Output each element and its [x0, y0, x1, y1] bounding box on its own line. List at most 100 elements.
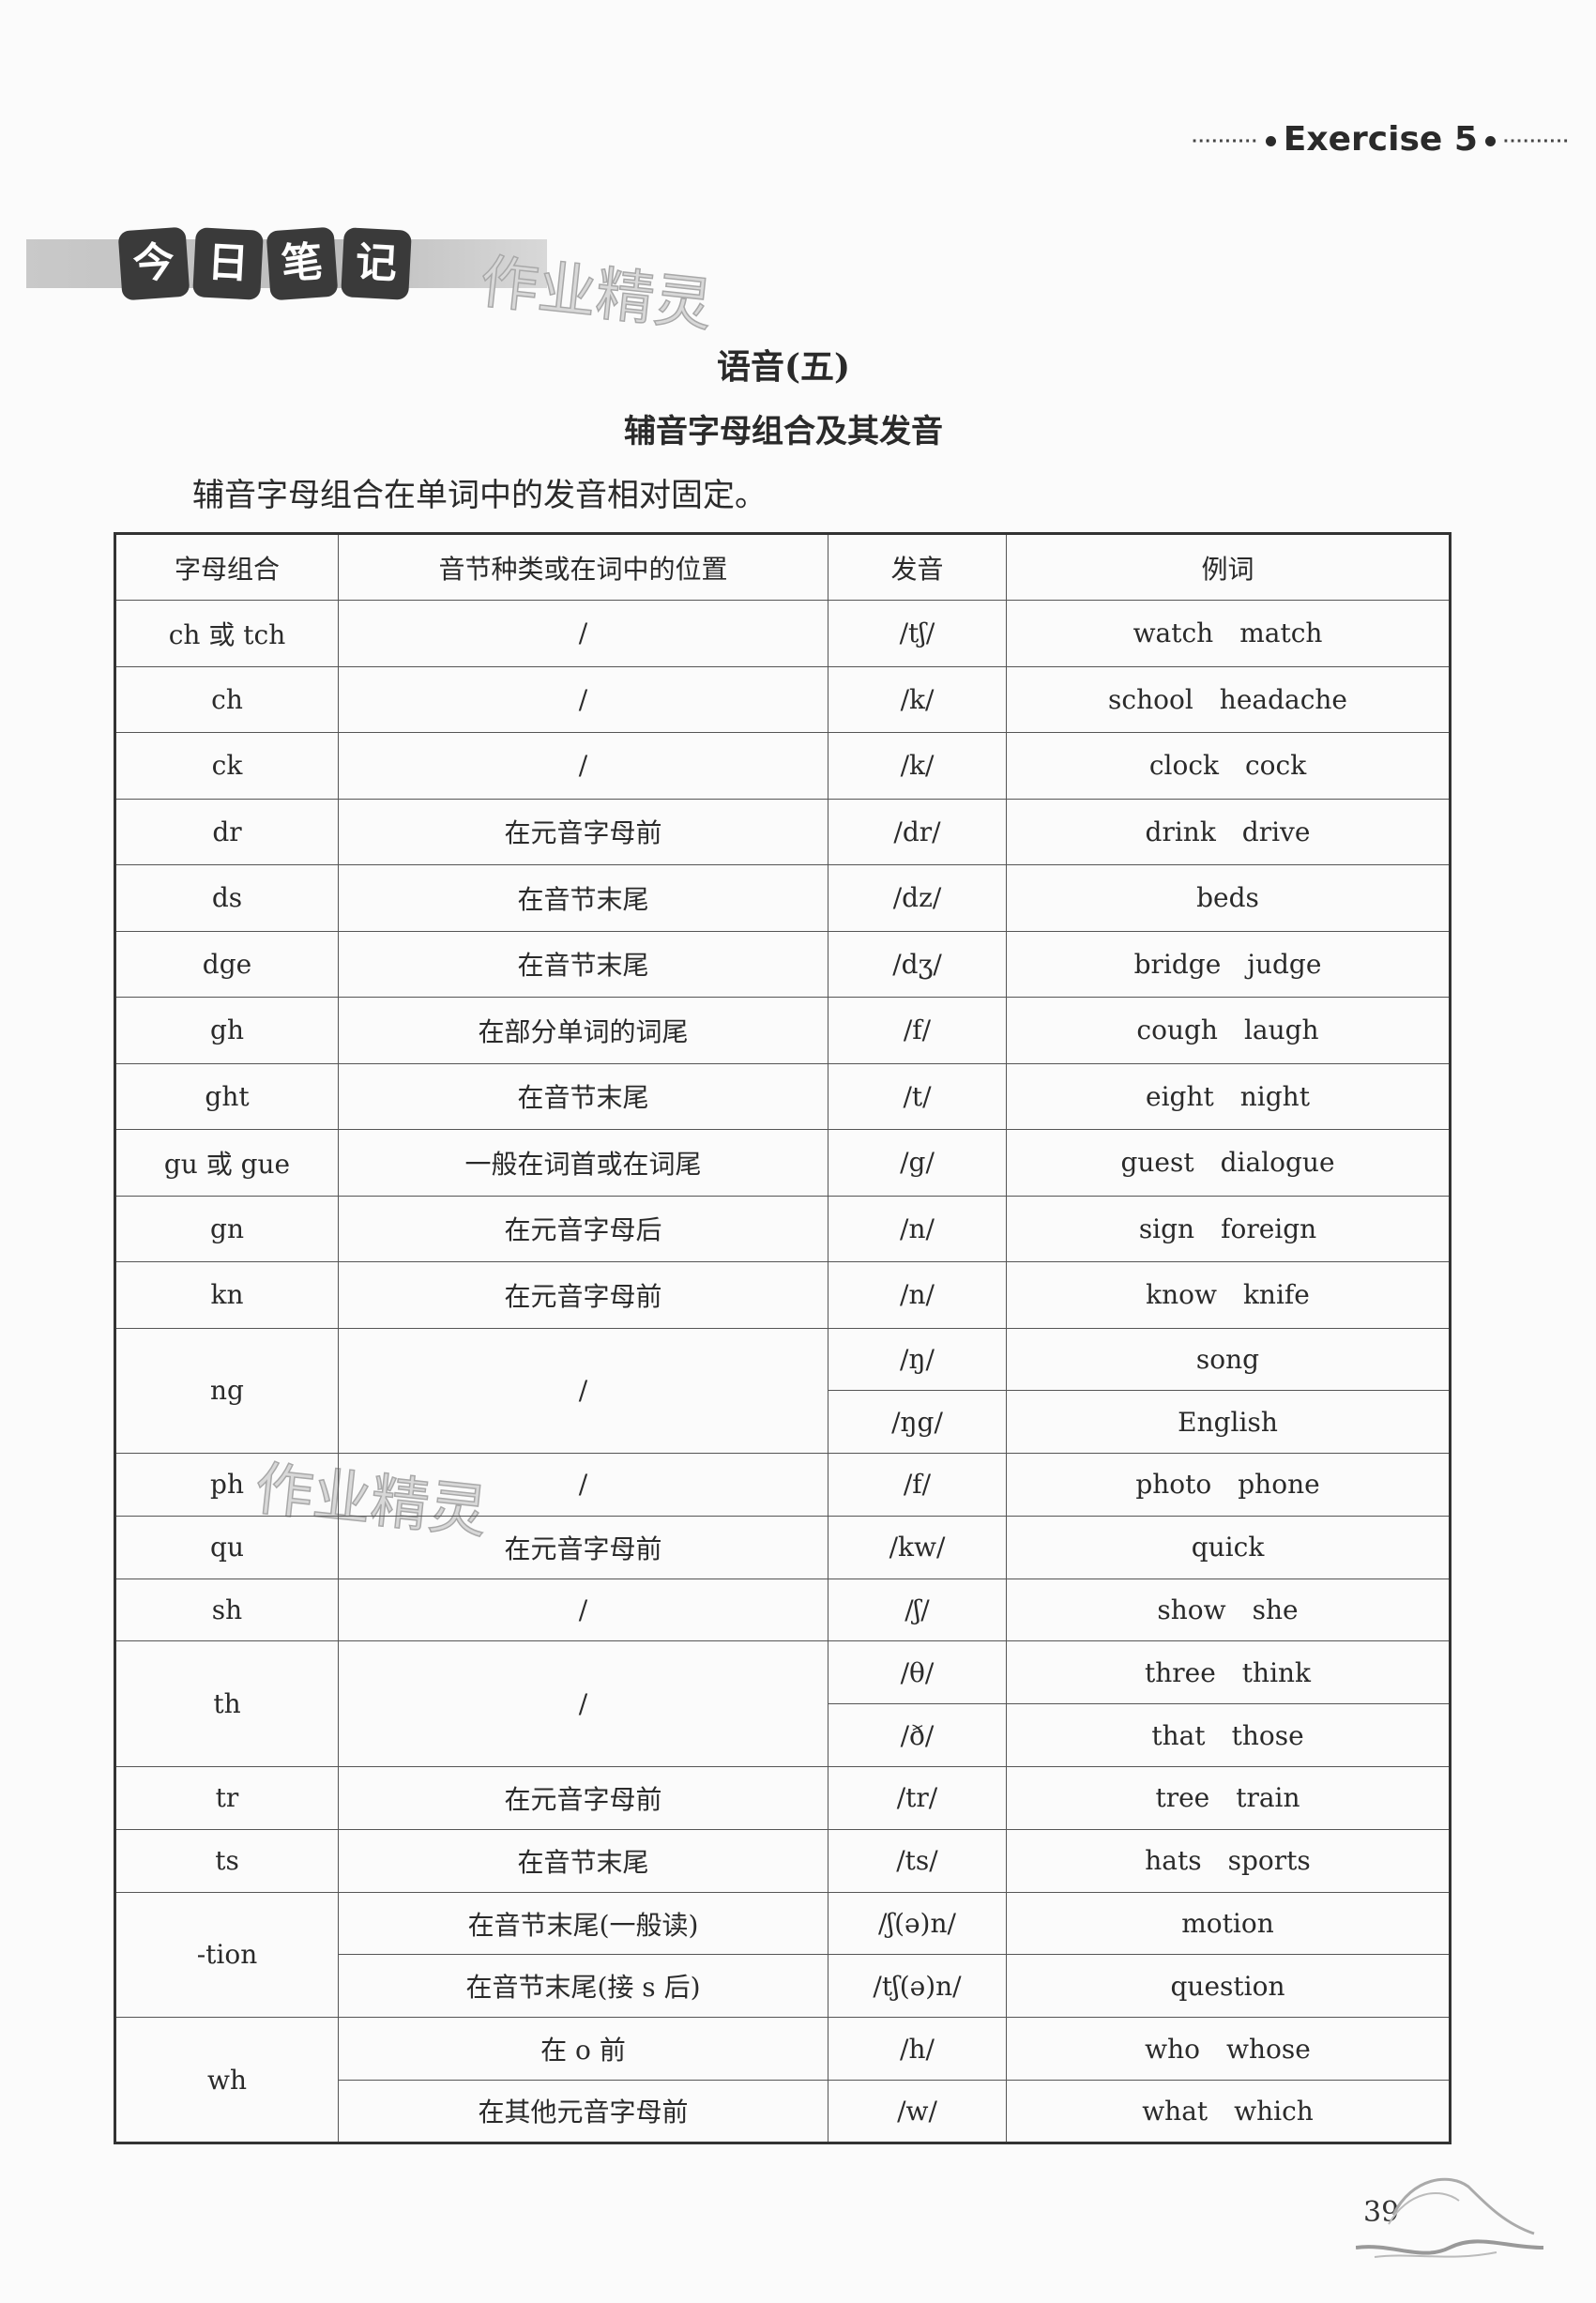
table-row: 在音节末尾(接 s 后)/tʃ(ə)n/question — [115, 1954, 1451, 2019]
badge-char: 笔 — [266, 226, 339, 301]
phonetic: /θ/ — [828, 1640, 1007, 1705]
letter-combination: ch — [114, 665, 339, 733]
position: 在其他元音字母前 — [338, 2080, 828, 2143]
letter-combination: ph — [114, 1453, 339, 1517]
position: 在元音字母前 — [338, 798, 828, 865]
section-title: 语音(五) — [716, 347, 851, 387]
table-row: tr 在元音字母前/tr/tree train — [114, 1766, 1451, 1830]
letter-combination: ght — [114, 1062, 339, 1130]
phonetic: /ʃ(ə)n/ — [828, 1891, 1007, 1956]
example-word: eight — [1146, 1080, 1214, 1112]
example-word: those — [1231, 1719, 1304, 1751]
decor-dots: ·········· — [1192, 131, 1258, 150]
position: 在元音字母前 — [338, 1515, 828, 1579]
example-word: motion — [1181, 1908, 1274, 1940]
example-word: knife — [1242, 1279, 1310, 1311]
table-row: gu 或 gue 一般在词首或在词尾/g/guest dialogue — [114, 1129, 1451, 1197]
example-word: who — [1145, 2033, 1201, 2065]
letter-combination: dr — [114, 798, 339, 865]
phonetic: /ts/ — [828, 1828, 1007, 1893]
example-words: know knife — [1006, 1261, 1451, 1329]
example-word: think — [1241, 1656, 1312, 1688]
phonetic: /f/ — [828, 997, 1007, 1064]
table-row: kn 在元音字母前/n/know knife — [114, 1261, 1451, 1329]
phonetic: /t/ — [828, 1062, 1007, 1130]
example-words: clock cock — [1006, 732, 1451, 800]
phonetic: /n/ — [828, 1261, 1007, 1329]
phonetic: /dʒ/ — [828, 930, 1007, 998]
bullet-icon — [1484, 135, 1496, 146]
example-word: school — [1108, 683, 1193, 715]
example-word: tree — [1155, 1782, 1210, 1814]
table-row: ng //ŋ/song — [114, 1327, 1451, 1455]
table-row: ds 在音节末尾/dz/beds — [114, 864, 1451, 932]
letter-combination: ng — [114, 1327, 339, 1455]
example-words: motion — [1006, 1891, 1451, 1956]
table-row: gh 在部分单词的词尾/f/cough laugh — [114, 997, 1451, 1064]
phonetic: /dz/ — [828, 864, 1007, 932]
wave-icon — [1356, 2177, 1543, 2258]
example-word: cough — [1136, 1014, 1218, 1046]
decor-dots: ·········· — [1502, 131, 1570, 150]
table-row: ph //f/photo phone — [114, 1453, 1451, 1517]
table-row: ch //k/school headache — [114, 665, 1451, 733]
example-word: cock — [1244, 750, 1307, 782]
position: / — [338, 665, 828, 733]
example-word: sports — [1227, 1845, 1311, 1877]
example-word: match — [1239, 618, 1323, 649]
position: 在 o 前 — [338, 2017, 828, 2082]
phonetic: /ŋ/ — [828, 1327, 1007, 1392]
example-word: bridge — [1133, 948, 1222, 980]
letter-combination: qu — [114, 1515, 339, 1579]
phonetic: /h/ — [828, 2017, 1007, 2082]
example-word: drive — [1241, 816, 1311, 847]
column-header: 发音 — [828, 533, 1007, 601]
example-word: show — [1157, 1594, 1226, 1626]
example-word: drink — [1145, 816, 1216, 847]
section-subtitle: 辅音字母组合及其发音 — [624, 413, 943, 450]
badge-char: 今 — [117, 226, 190, 301]
example-word: that — [1151, 1719, 1206, 1751]
table-row: th //θ/three think — [114, 1640, 1451, 1768]
table-header-row: 字母组合 音节种类或在词中的位置 发音 例词 — [114, 533, 1451, 601]
letter-combination: wh — [114, 2017, 339, 2143]
example-word: hats — [1145, 1845, 1202, 1877]
phonetic: /tr/ — [828, 1766, 1007, 1830]
example-words: beds — [1006, 864, 1451, 932]
table-row: ght 在音节末尾/t/eight night — [114, 1062, 1451, 1130]
example-words: three think — [1006, 1640, 1451, 1705]
example-words: English — [1006, 1390, 1451, 1455]
letter-combination: ch 或 tch — [114, 600, 339, 667]
example-words: that those — [1006, 1703, 1451, 1768]
consonant-table: 字母组合 音节种类或在词中的位置 发音 例词 ch 或 tch //tʃ/watch mat… — [114, 532, 1452, 2144]
example-words: hats sports — [1006, 1828, 1451, 1893]
position: / — [338, 732, 828, 800]
example-word: what — [1142, 2095, 1208, 2127]
letter-combination: tr — [114, 1766, 339, 1830]
letter-combination: kn — [114, 1261, 339, 1329]
example-word: headache — [1219, 683, 1347, 715]
table-row: dge 在音节末尾/dʒ/bridge judge — [114, 930, 1451, 998]
example-words: who whose — [1006, 2017, 1451, 2082]
example-word: clock — [1148, 750, 1219, 782]
phonetic: /ʃ/ — [828, 1578, 1007, 1642]
letter-combination: gu 或 gue — [114, 1129, 339, 1197]
phonetic: /ð/ — [828, 1703, 1007, 1768]
table-row: sh //ʃ/show she — [114, 1578, 1451, 1642]
position: 在元音字母后 — [338, 1195, 828, 1262]
phonetic: /tʃ(ə)n/ — [828, 1954, 1007, 2019]
example-word: question — [1170, 1970, 1285, 2002]
position: 在部分单词的词尾 — [338, 997, 828, 1064]
example-words: question — [1006, 1954, 1451, 2019]
example-words: watch match — [1006, 600, 1451, 667]
example-word: phone — [1238, 1469, 1320, 1501]
table-row: /ð/that those — [115, 1703, 1451, 1768]
example-word: watch — [1132, 618, 1214, 649]
letter-combination: gh — [114, 997, 339, 1064]
position: 在元音字母前 — [338, 1766, 828, 1830]
example-word: know — [1146, 1279, 1217, 1311]
letter-combination: ts — [114, 1828, 339, 1893]
table-row: 在其他元音字母前/w/what which — [115, 2080, 1451, 2143]
column-header: 字母组合 — [114, 533, 339, 601]
position: / — [338, 1640, 828, 1768]
